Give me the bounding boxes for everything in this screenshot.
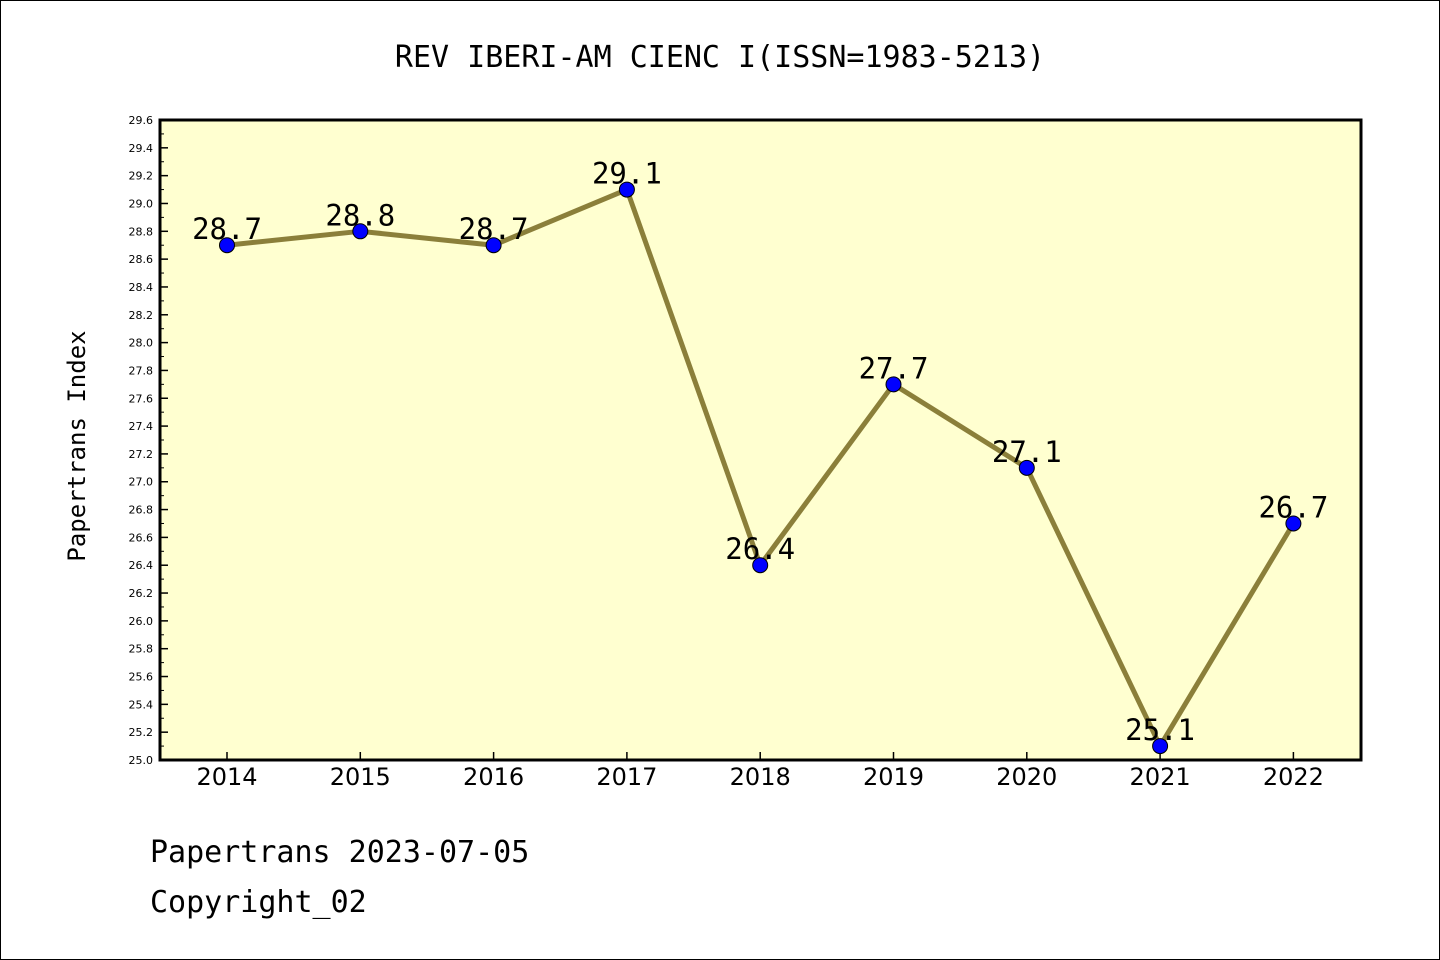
y-tick-label: 25.6 xyxy=(129,671,154,684)
y-tick-label: 26.8 xyxy=(129,504,154,517)
data-point-2014 xyxy=(219,237,235,254)
x-tick-label: 2017 xyxy=(596,763,657,791)
y-tick-label: 27.4 xyxy=(129,420,154,433)
x-tick-label: 2016 xyxy=(463,763,524,791)
footer-date: Papertrans 2023-07-05 xyxy=(150,835,530,870)
data-point-2015 xyxy=(352,223,369,240)
data-label-2016: 28.7 xyxy=(459,212,529,246)
data-label-2021: 25.1 xyxy=(1125,713,1195,747)
y-tick-label: 29.0 xyxy=(129,197,154,210)
y-tick-label: 25.4 xyxy=(129,698,154,711)
y-tick-label: 29.4 xyxy=(129,142,154,155)
y-tick-label: 26.0 xyxy=(129,615,154,628)
y-tick-label: 27.0 xyxy=(129,476,154,489)
y-tick-label: 29.2 xyxy=(129,170,154,183)
x-axis: 2014 2015 2016 2017 2018 2019 2020 2021 2022 xyxy=(196,752,1324,791)
data-label-2019: 27.7 xyxy=(859,351,929,385)
y-tick-label: 28.4 xyxy=(129,281,154,294)
x-tick-label: 2022 xyxy=(1263,763,1324,791)
x-tick-label: 2018 xyxy=(730,763,791,791)
data-label-2017: 29.1 xyxy=(592,157,662,191)
data-point-2021 xyxy=(1152,738,1169,755)
data-label-2018: 26.4 xyxy=(725,532,795,566)
y-tick-label: 25.8 xyxy=(129,643,154,656)
x-tick-label: 2015 xyxy=(330,763,391,791)
y-tick-label: 28.6 xyxy=(129,253,154,266)
data-point-2020 xyxy=(1018,459,1035,476)
y-tick-label: 28.8 xyxy=(129,225,154,238)
y-tick-label: 29.6 xyxy=(129,114,154,127)
x-tick-label: 2020 xyxy=(996,763,1057,791)
y-tick-label: 28.2 xyxy=(129,309,154,322)
y-tick-label: 28.0 xyxy=(129,337,154,350)
y-tick-label: 26.2 xyxy=(129,587,154,600)
x-tick-label: 2021 xyxy=(1130,763,1191,791)
data-point-2016 xyxy=(485,237,502,254)
chart-title: REV IBERI-AM CIENC I(ISSN=1983-5213) xyxy=(395,40,1045,75)
series-papertrans-index: 28.7 28.8 28.7 29.1 26.4 27.7 27.1 25.1 26.7 xyxy=(192,157,1328,755)
data-label-2022: 26.7 xyxy=(1258,490,1328,524)
y-tick-label: 27.6 xyxy=(129,392,154,405)
footer-copyright: Copyright_02 xyxy=(150,885,367,920)
data-label-2020: 27.1 xyxy=(992,435,1062,469)
data-point-2022 xyxy=(1285,515,1302,532)
y-tick-label: 27.2 xyxy=(129,448,154,461)
data-label-2014: 28.7 xyxy=(192,212,262,246)
x-tick-label: 2019 xyxy=(863,763,924,791)
y-axis: 25.0 25.2 25.4 25.6 25.8 26.0 26.2 26.4 26.6 26.8… xyxy=(129,114,168,767)
data-point-2017 xyxy=(618,181,635,198)
y-tick-label: 27.8 xyxy=(129,364,154,377)
y-tick-label: 26.6 xyxy=(129,531,154,544)
data-point-2018 xyxy=(752,557,769,574)
y-tick-label: 26.4 xyxy=(129,559,154,572)
y-tick-label: 25.0 xyxy=(129,754,154,767)
data-point-2019 xyxy=(885,376,902,393)
data-label-2015: 28.8 xyxy=(325,198,395,232)
y-axis-label: Papertrans Index xyxy=(63,330,91,561)
y-tick-label: 25.2 xyxy=(129,726,154,739)
x-tick-label: 2014 xyxy=(196,763,257,791)
